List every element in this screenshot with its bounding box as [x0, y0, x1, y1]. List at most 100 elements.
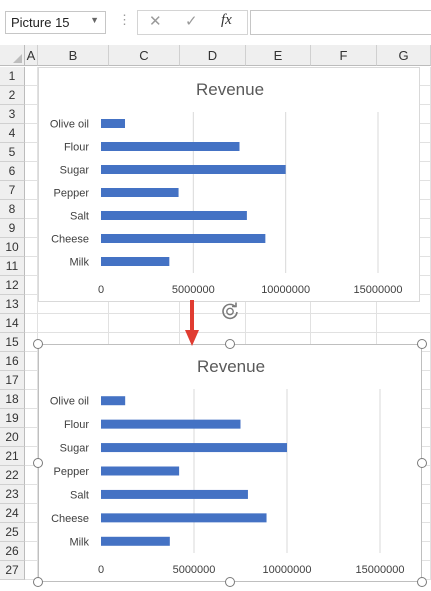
- cell-e13[interactable]: [246, 295, 311, 314]
- x-tick-label: 0: [98, 564, 104, 576]
- category-label: Pepper: [54, 188, 90, 200]
- row-header-6[interactable]: 6: [0, 162, 25, 181]
- cell-c14[interactable]: [109, 314, 180, 333]
- row-header-15[interactable]: 15: [0, 333, 25, 352]
- rotate-handle-icon[interactable]: [220, 301, 240, 321]
- cancel-icon[interactable]: ✕: [149, 13, 162, 30]
- row-header-25[interactable]: 25: [0, 523, 25, 542]
- row-header-26[interactable]: 26: [0, 542, 25, 561]
- cell-a3[interactable]: [25, 105, 38, 124]
- chevron-down-icon[interactable]: ▼: [90, 15, 99, 25]
- name-box-value: Picture 15: [11, 15, 70, 30]
- resize-handle-top[interactable]: [225, 339, 235, 349]
- column-header-f[interactable]: F: [311, 45, 377, 66]
- column-header-b[interactable]: B: [38, 45, 109, 66]
- resize-handle-left[interactable]: [33, 458, 43, 468]
- cell-a14[interactable]: [25, 314, 38, 333]
- drag-handle-icon[interactable]: ⋮: [118, 12, 131, 27]
- cell-a17[interactable]: [25, 371, 38, 390]
- cell-a7[interactable]: [25, 181, 38, 200]
- cell-a5[interactable]: [25, 143, 38, 162]
- column-header-d[interactable]: D: [180, 45, 246, 66]
- row-header-24[interactable]: 24: [0, 504, 25, 523]
- cell-a11[interactable]: [25, 257, 38, 276]
- cell-a12[interactable]: [25, 276, 38, 295]
- column-header-e[interactable]: E: [246, 45, 311, 66]
- row-header-16[interactable]: 16: [0, 352, 25, 371]
- column-header-g[interactable]: G: [377, 45, 431, 66]
- row-header-19[interactable]: 19: [0, 409, 25, 428]
- cell-b14[interactable]: [38, 314, 109, 333]
- bar-milk: [101, 536, 170, 546]
- cell-a4[interactable]: [25, 124, 38, 143]
- row-header-17[interactable]: 17: [0, 371, 25, 390]
- row-header-14[interactable]: 14: [0, 314, 25, 333]
- cell-g14[interactable]: [377, 314, 431, 333]
- cell-a26[interactable]: [25, 542, 38, 561]
- category-label: Pepper: [54, 466, 90, 478]
- cell-a25[interactable]: [25, 523, 38, 542]
- cell-a16[interactable]: [25, 352, 38, 371]
- row-header-23[interactable]: 23: [0, 485, 25, 504]
- row-header-5[interactable]: 5: [0, 143, 25, 162]
- cell-a24[interactable]: [25, 504, 38, 523]
- row-header-3[interactable]: 3: [0, 105, 25, 124]
- resize-handle-right[interactable]: [417, 458, 427, 468]
- column-header-a[interactable]: A: [25, 45, 38, 66]
- resize-handle-bottom[interactable]: [225, 577, 235, 587]
- name-box[interactable]: Picture 15 ▼: [5, 11, 106, 34]
- cell-d13[interactable]: [180, 295, 246, 314]
- category-label: Milk: [69, 536, 89, 548]
- select-all-corner[interactable]: [0, 45, 25, 66]
- row-header-10[interactable]: 10: [0, 238, 25, 257]
- chart-revenue-picture[interactable]: Revenue 0 5000000 10000000 15000000 Olive oil…: [38, 344, 422, 582]
- row-header-9[interactable]: 9: [0, 219, 25, 238]
- row-header-13[interactable]: 13: [0, 295, 25, 314]
- cell-c13[interactable]: [109, 295, 180, 314]
- cell-a27[interactable]: [25, 561, 38, 580]
- cell-e14[interactable]: [246, 314, 311, 333]
- formula-input[interactable]: [250, 10, 431, 35]
- column-header-c[interactable]: C: [109, 45, 180, 66]
- cell-a23[interactable]: [25, 485, 38, 504]
- row-header-18[interactable]: 18: [0, 390, 25, 409]
- cell-f14[interactable]: [311, 314, 377, 333]
- cell-a20[interactable]: [25, 428, 38, 447]
- category-label: Salt: [70, 489, 89, 501]
- resize-handle-bottom-right[interactable]: [417, 577, 427, 587]
- resize-handle-bottom-left[interactable]: [33, 577, 43, 587]
- cell-a22[interactable]: [25, 466, 38, 485]
- cell-b13[interactable]: [38, 295, 109, 314]
- row-header-4[interactable]: 4: [0, 124, 25, 143]
- resize-handle-top-left[interactable]: [33, 339, 43, 349]
- x-tick-label: 15000000: [356, 564, 405, 576]
- cell-a10[interactable]: [25, 238, 38, 257]
- enter-icon[interactable]: ✓: [185, 13, 198, 30]
- cell-a6[interactable]: [25, 162, 38, 181]
- row-header-1[interactable]: 1: [0, 67, 25, 86]
- cell-a2[interactable]: [25, 86, 38, 105]
- cell-a18[interactable]: [25, 390, 38, 409]
- row-header-22[interactable]: 22: [0, 466, 25, 485]
- row-header-11[interactable]: 11: [0, 257, 25, 276]
- cell-d14[interactable]: [180, 314, 246, 333]
- row-header-21[interactable]: 21: [0, 447, 25, 466]
- row-header-20[interactable]: 20: [0, 428, 25, 447]
- cell-a19[interactable]: [25, 409, 38, 428]
- insert-function-icon[interactable]: fx: [221, 12, 232, 28]
- chart-title: Revenue: [196, 80, 264, 99]
- cell-a1[interactable]: [25, 67, 38, 86]
- cell-a8[interactable]: [25, 200, 38, 219]
- cell-a13[interactable]: [25, 295, 38, 314]
- row-header-7[interactable]: 7: [0, 181, 25, 200]
- category-label: Olive oil: [50, 396, 89, 408]
- row-header-8[interactable]: 8: [0, 200, 25, 219]
- resize-handle-top-right[interactable]: [417, 339, 427, 349]
- cell-a21[interactable]: [25, 447, 38, 466]
- row-header-2[interactable]: 2: [0, 86, 25, 105]
- row-header-12[interactable]: 12: [0, 276, 25, 295]
- cell-f13[interactable]: [311, 295, 377, 314]
- row-header-27[interactable]: 27: [0, 561, 25, 580]
- cell-a9[interactable]: [25, 219, 38, 238]
- chart-revenue-original[interactable]: Revenue 0 5000000 10000000 15000000 Olive oil…: [38, 67, 420, 302]
